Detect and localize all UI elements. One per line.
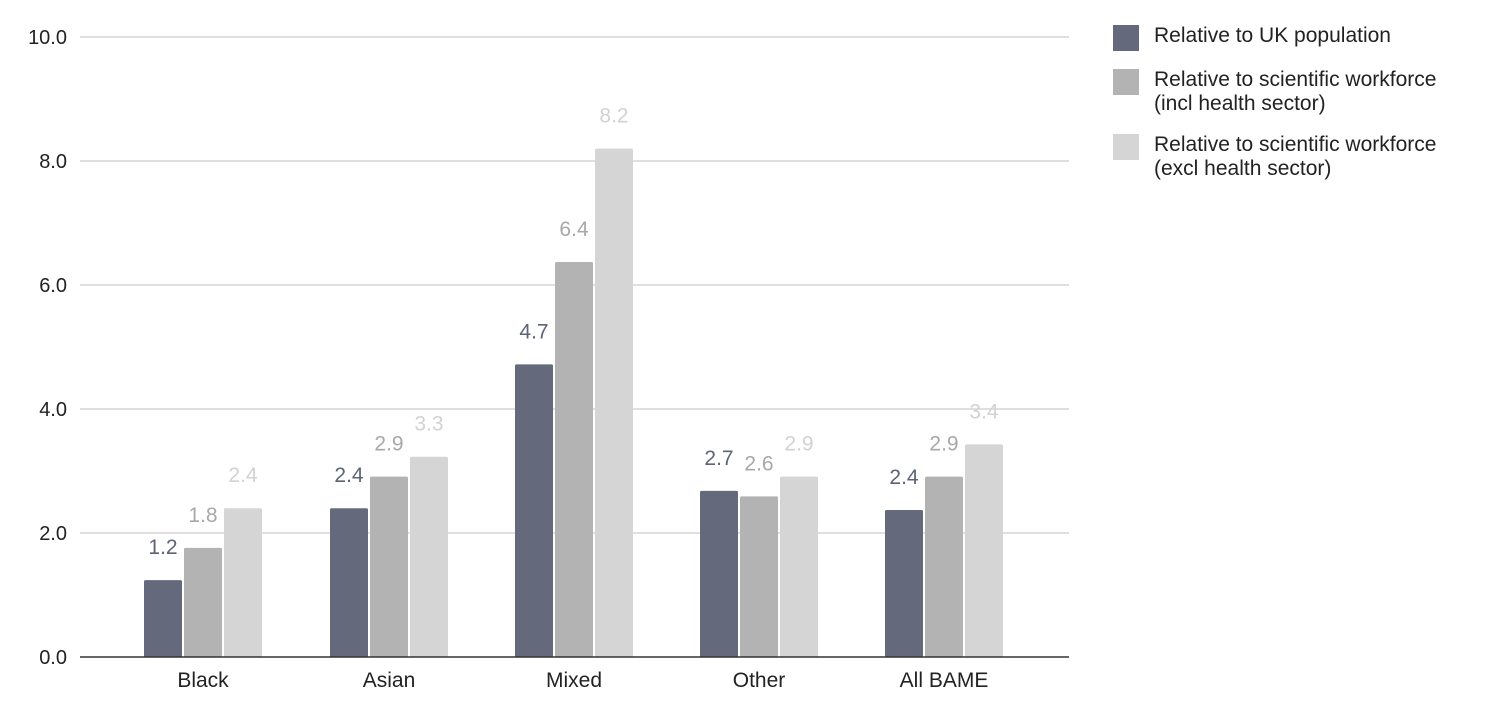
bar [144,580,182,657]
bar [925,476,963,657]
x-category-label: All BAME [900,669,989,692]
x-category-label: Asian [363,669,416,692]
bar [410,456,448,657]
legend-label-line: (incl health sector) [1154,92,1326,115]
data-label: 2.4 [889,466,919,489]
y-tick-label: 6.0 [39,275,67,297]
bar [780,476,818,657]
bars [144,148,1003,657]
data-label: 1.2 [148,536,177,559]
chart-legend: Relative to UK population Relative to sc… [1113,24,1498,198]
bar [965,444,1003,657]
bar [515,364,553,657]
y-tick-label: 8.0 [39,151,67,173]
y-tick-label: 0.0 [39,647,67,669]
data-label: 1.8 [188,504,217,527]
legend-label-line: (excl health sector) [1154,157,1332,180]
legend-label-uk-population: Relative to UK population [1154,24,1391,48]
x-category-label: Other [733,669,786,692]
data-label: 2.4 [334,464,364,487]
legend-label-line: Relative to UK population [1154,24,1391,47]
legend-swatch-incl-health [1113,69,1139,95]
x-category-label: Mixed [546,669,602,692]
data-label: 2.9 [784,433,813,456]
data-label: 2.9 [929,433,958,456]
data-labels: 1.2 1.8 2.4 2.4 2.9 3.3 4.7 6.4 8.2 2.7 2.6 2.9 2.4 2… [148,105,999,560]
x-category-label: Black [177,669,229,692]
legend-label-excl-health: Relative to scientific workforce (excl h… [1154,133,1436,181]
legend-item-excl-health: Relative to scientific workforce (excl h… [1113,133,1498,181]
legend-item-incl-health: Relative to scientific workforce (incl h… [1113,68,1498,116]
legend-label-incl-health: Relative to scientific workforce (incl h… [1154,68,1436,116]
bar [184,547,222,657]
bar [555,262,593,657]
legend-swatch-uk-population [1113,25,1139,51]
x-axis-category-labels: Black Asian Mixed Other All BAME [177,669,988,692]
legend-item-uk-population: Relative to UK population [1113,24,1498,51]
data-label: 2.4 [228,464,258,487]
legend-label-line: Relative to scientific workforce [1154,133,1437,156]
data-label: 3.3 [414,413,443,436]
bar [370,476,408,657]
data-label: 2.6 [744,452,773,475]
data-label: 2.9 [374,433,403,456]
y-tick-label: 2.0 [39,523,67,545]
data-label: 4.7 [519,320,548,343]
bar [224,508,262,657]
bar [700,490,738,657]
legend-label-line: Relative to scientific workforce [1154,68,1437,91]
data-label: 3.4 [969,400,999,423]
data-label: 6.4 [559,218,589,241]
y-axis-tick-labels: 0.0 2.0 4.0 6.0 8.0 10.0 [28,27,67,669]
y-tick-label: 10.0 [28,27,67,49]
bar [330,508,368,657]
y-tick-label: 4.0 [39,399,67,421]
bar [740,496,778,657]
bar [595,148,633,657]
bar [885,510,923,657]
data-label: 2.7 [704,447,733,470]
data-label: 8.2 [599,105,628,128]
legend-swatch-excl-health [1113,134,1139,160]
